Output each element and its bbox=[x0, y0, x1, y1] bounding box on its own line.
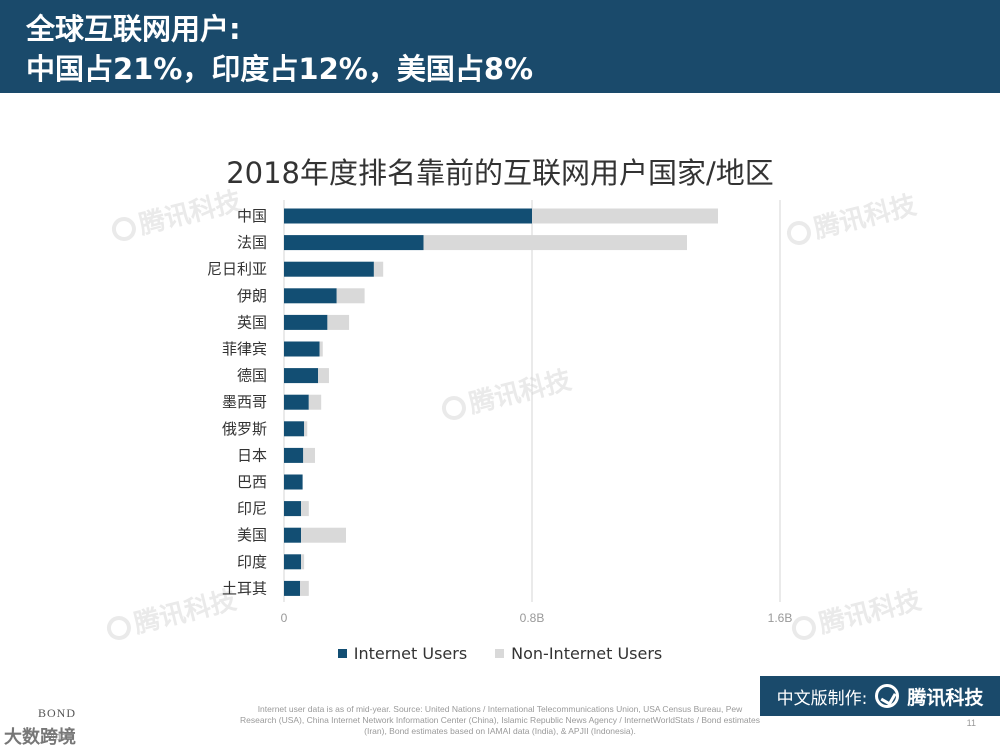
bar-non-internet-users bbox=[373, 261, 384, 277]
source-footnote: Internet user data is as of mid-year. So… bbox=[240, 704, 760, 736]
brand-prefix: 中文版制作: bbox=[776, 688, 868, 709]
bar-non-internet-users bbox=[301, 554, 305, 570]
chart-legend: Internet Users Non-Internet Users bbox=[0, 644, 1000, 663]
bar-internet-users bbox=[284, 288, 337, 304]
chart-title: 2018年度排名靠前的互联网用户国家/地区 bbox=[226, 156, 774, 190]
bar-non-internet-users bbox=[532, 208, 718, 224]
category-label: 英国 bbox=[237, 313, 267, 331]
category-label: 中国 bbox=[237, 207, 267, 225]
bond-logo: BOND bbox=[38, 706, 77, 720]
category-label: 巴西 bbox=[237, 473, 267, 491]
bar-internet-users bbox=[284, 341, 320, 357]
category-label: 土耳其 bbox=[222, 579, 267, 597]
category-label: 美国 bbox=[237, 526, 267, 544]
bar-internet-users bbox=[284, 314, 328, 330]
bar-non-internet-users bbox=[327, 314, 350, 330]
bar-non-internet-users bbox=[308, 394, 322, 410]
category-label: 德国 bbox=[237, 367, 267, 385]
bar-non-internet-users bbox=[304, 421, 308, 437]
legend-swatch-non-internet bbox=[495, 649, 505, 658]
bar-internet-users bbox=[284, 501, 302, 517]
bar-internet-users bbox=[284, 580, 301, 596]
bar-non-internet-users bbox=[301, 501, 309, 517]
bar-internet-users bbox=[284, 208, 532, 224]
bar-non-internet-users bbox=[303, 447, 315, 463]
x-tick-label: 1.6B bbox=[768, 611, 793, 625]
category-label: 菲律宾 bbox=[222, 340, 267, 358]
category-label: 墨西哥 bbox=[222, 393, 267, 411]
category-label: 法国 bbox=[237, 234, 267, 252]
category-label: 印尼 bbox=[237, 500, 267, 518]
x-tick-label: 0 bbox=[281, 611, 288, 625]
bar-internet-users bbox=[284, 394, 309, 410]
bar-non-internet-users bbox=[301, 527, 346, 543]
x-tick-label: 0.8B bbox=[520, 611, 545, 625]
brand-name: 腾讯科技 bbox=[907, 686, 984, 709]
legend-label-non-internet: Non-Internet Users bbox=[511, 644, 663, 663]
page-number: 11 bbox=[966, 718, 976, 728]
bar-internet-users bbox=[284, 235, 424, 251]
legend-swatch-internet bbox=[337, 649, 347, 658]
category-label: 伊朗 bbox=[237, 287, 267, 305]
bar-internet-users bbox=[284, 474, 303, 490]
bar-non-internet-users bbox=[336, 288, 365, 304]
corner-watermark: 大数跨境 bbox=[4, 727, 76, 748]
bar-non-internet-users bbox=[423, 235, 687, 251]
bar-internet-users bbox=[284, 554, 302, 570]
category-label: 俄罗斯 bbox=[222, 420, 267, 438]
tencent-logo-icon bbox=[875, 684, 900, 708]
bond-year: 2019 bbox=[48, 733, 66, 742]
category-label: 印度 bbox=[237, 553, 267, 571]
legend-label-internet: Internet Users bbox=[353, 644, 468, 663]
bar-internet-users bbox=[284, 368, 319, 384]
slide-title-line-1: 全球互联网用户: bbox=[26, 12, 241, 46]
category-label: 日本 bbox=[237, 446, 267, 464]
bar-internet-users bbox=[284, 527, 302, 543]
slide-title-line-2: 中国占21%，印度占12%，美国占8% bbox=[26, 52, 534, 86]
legend-item-internet-users: Internet Users bbox=[337, 644, 468, 663]
bar-internet-users bbox=[284, 447, 304, 463]
brand-bar: 中文版制作: 腾讯科技 bbox=[760, 676, 1000, 716]
category-label: 尼日利亚 bbox=[207, 260, 267, 278]
bar-non-internet-users bbox=[319, 341, 323, 357]
legend-item-non-internet-users: Non-Internet Users bbox=[495, 644, 662, 663]
bar-non-internet-users bbox=[300, 580, 309, 596]
bar-non-internet-users bbox=[318, 368, 329, 384]
bar-internet-users bbox=[284, 261, 374, 277]
slide-header: 全球互联网用户: 中国占21%，印度占12%，美国占8% bbox=[0, 0, 1000, 93]
bar-internet-users bbox=[284, 421, 305, 437]
